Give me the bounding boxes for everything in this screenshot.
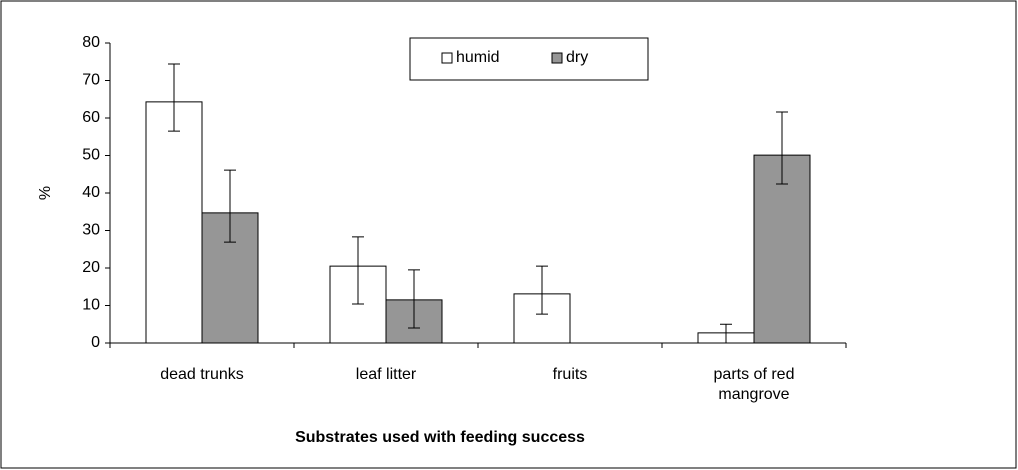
y-tick-label: 20 xyxy=(82,259,100,276)
error-bar xyxy=(720,323,732,344)
error-bar xyxy=(224,169,236,243)
y-tick-label: 10 xyxy=(82,297,100,314)
y-tick-label: 80 xyxy=(82,34,100,51)
error-bar xyxy=(408,269,420,329)
y-tick-label: 0 xyxy=(91,334,100,351)
y-tick-label: 50 xyxy=(82,147,100,164)
legend-label: humid xyxy=(456,49,500,66)
legend-swatch xyxy=(551,52,563,64)
y-tick-label: 60 xyxy=(82,109,100,126)
legend-label: dry xyxy=(566,49,588,66)
error-bar xyxy=(168,63,180,132)
legend-swatch xyxy=(441,52,453,64)
y-tick-label: 30 xyxy=(82,222,100,239)
error-bar xyxy=(536,265,548,315)
y-axis-title: % xyxy=(37,186,54,200)
bar xyxy=(145,101,203,344)
x-tick-label: parts of red mangrove xyxy=(714,366,795,403)
error-bar xyxy=(776,111,788,185)
x-tick-label: leaf litter xyxy=(356,366,417,383)
error-bar xyxy=(352,236,364,305)
x-axis-title: Substrates used with feeding success xyxy=(295,429,585,446)
y-tick-label: 70 xyxy=(82,72,100,89)
x-tick-label: dead trunks xyxy=(160,366,244,383)
x-tick-label: fruits xyxy=(553,366,588,383)
bar xyxy=(753,154,811,344)
y-tick-label: 40 xyxy=(82,184,100,201)
